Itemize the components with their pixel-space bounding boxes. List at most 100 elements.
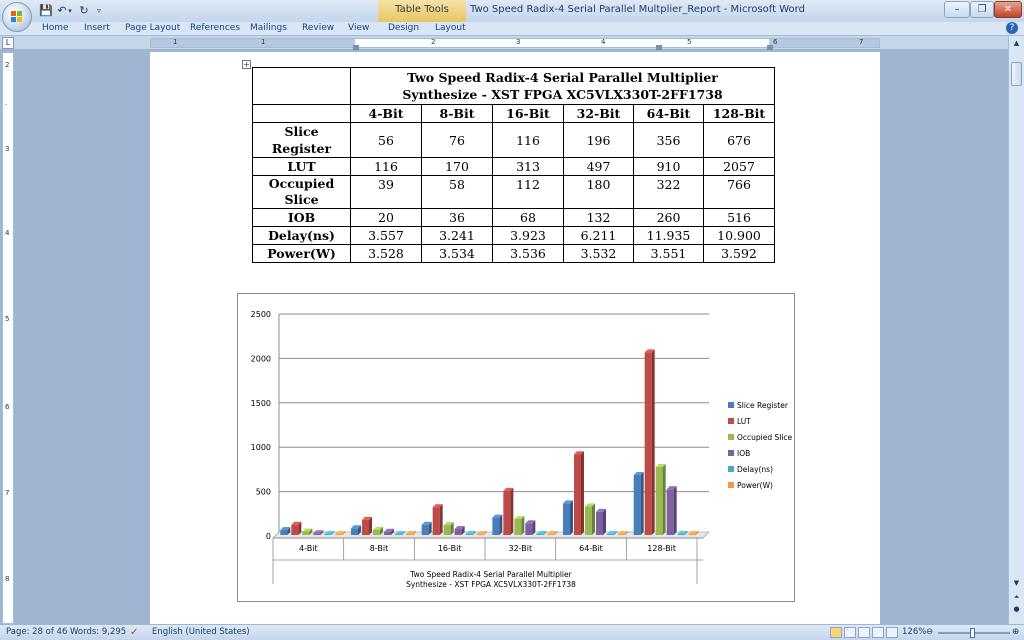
bar-top: [563, 500, 573, 504]
full-screen-reading-icon[interactable]: [844, 627, 856, 638]
ruler-number: 6: [773, 38, 778, 46]
bar-side: [369, 516, 372, 535]
draft-view-icon[interactable]: [886, 627, 898, 638]
bar-side: [625, 531, 628, 535]
scroll-down-icon[interactable]: ▼: [1013, 579, 1020, 587]
zoom-out-icon[interactable]: ⊖: [926, 627, 934, 637]
bar: [536, 534, 544, 535]
bar-top: [443, 522, 454, 526]
bar: [618, 534, 625, 535]
window-title: Two Speed Radix-4 Serial Parallel Multpl…: [470, 4, 805, 15]
bar-side: [402, 531, 405, 535]
ruler-number: 5: [687, 38, 692, 46]
context-tab-label: Table Tools: [378, 0, 466, 22]
column-marker[interactable]: [656, 45, 662, 50]
bar-side: [673, 486, 677, 535]
minimize-button[interactable]: –: [944, 1, 970, 18]
restore-button[interactable]: ❐: [970, 1, 994, 18]
bar-top: [574, 451, 584, 455]
tab-home[interactable]: Home: [42, 23, 69, 33]
table-cell: 36: [421, 208, 493, 227]
print-layout-view-icon[interactable]: [830, 627, 842, 638]
bar-top: [503, 487, 514, 491]
tab-selector-icon[interactable]: L: [2, 37, 14, 49]
chart-title-line2: Synthesize - XST FPGA XC5VLX330T-2FF1738: [406, 580, 576, 589]
x-tick-label: 16-Bit: [438, 544, 462, 553]
table-row: Occupied Slice 39 58 112 180 322 766: [252, 175, 775, 209]
bar: [514, 519, 522, 535]
bar: [362, 519, 369, 535]
office-button[interactable]: [2, 2, 32, 32]
zoom-in-icon[interactable]: ⊕: [1012, 627, 1020, 637]
bar-side: [592, 503, 595, 535]
help-icon[interactable]: ?: [1006, 22, 1018, 34]
tab-layout[interactable]: Layout: [435, 23, 466, 33]
tab-design[interactable]: Design: [388, 23, 420, 33]
previous-page-icon[interactable]: ⏶: [1013, 593, 1020, 601]
scroll-thumb[interactable]: [1011, 62, 1022, 86]
vertical-ruler: 2 · 3 4 5 6 7 8: [2, 52, 14, 624]
row-header: Delay(ns): [252, 226, 351, 245]
bar-top: [644, 349, 655, 353]
tab-review[interactable]: Review: [302, 23, 335, 33]
save-icon[interactable]: 💾: [39, 4, 53, 17]
undo-icon[interactable]: ↶: [57, 4, 67, 17]
bar: [351, 528, 358, 535]
page-count[interactable]: Page: 28 of 46: [6, 627, 68, 637]
tab-insert[interactable]: Insert: [84, 23, 110, 33]
row-header: Occupied Slice: [252, 175, 351, 209]
bar-side: [298, 521, 302, 535]
table-cell: 322: [633, 175, 704, 209]
table-cell: 910: [633, 157, 704, 176]
zoom-slider-thumb[interactable]: [970, 628, 975, 638]
language-status[interactable]: English (United States): [152, 627, 250, 637]
y-tick-label: 2000: [251, 354, 271, 363]
y-tick-label: 500: [256, 488, 271, 497]
tab-references[interactable]: References: [190, 23, 241, 33]
table-empty-header: [252, 104, 351, 123]
customize-toolbar-icon[interactable]: ▿: [96, 6, 101, 15]
bar: [454, 528, 462, 535]
redo-icon[interactable]: ↻: [79, 4, 89, 17]
browse-object-icon[interactable]: ●: [1013, 605, 1020, 613]
tab-page-layout[interactable]: Page Layout: [125, 23, 181, 33]
column-header: 64-Bit: [633, 104, 704, 123]
bar: [280, 530, 288, 535]
outline-view-icon[interactable]: [872, 627, 884, 638]
bar: [395, 534, 402, 535]
bar: [596, 511, 603, 535]
ruler-number: 4: [601, 38, 606, 46]
bar-side: [554, 531, 558, 535]
bar: [443, 525, 451, 535]
bar-top: [585, 503, 595, 507]
bar-side: [640, 471, 644, 535]
y-tick-label: 2500: [251, 310, 271, 319]
ruler-number: 3: [516, 38, 521, 46]
web-layout-icon[interactable]: [858, 627, 870, 638]
bar-top: [655, 463, 666, 467]
bar-top: [302, 528, 313, 532]
tab-view[interactable]: View: [348, 23, 370, 33]
scroll-up-icon[interactable]: ▲: [1013, 39, 1020, 47]
results-table[interactable]: Two Speed Radix-4 Serial Parallel Multip…: [252, 67, 775, 263]
bar-top: [465, 531, 476, 534]
left-indent-marker[interactable]: [353, 45, 359, 50]
tab-mailings[interactable]: Mailings: [250, 23, 287, 33]
right-indent-marker[interactable]: [767, 45, 773, 50]
close-button[interactable]: ✕: [994, 1, 1022, 18]
chart-object[interactable]: 0 500 1000 1500 2000 2500 4-Bit 8-Bit 16-Bit 32-B…: [237, 293, 795, 602]
column-header: 32-Bit: [563, 104, 634, 123]
undo-dropdown-icon[interactable]: ▾: [68, 7, 72, 15]
bar-top: [492, 514, 503, 518]
bar-top: [633, 471, 644, 475]
bar-top: [384, 528, 394, 532]
proofing-icon[interactable]: ✓: [130, 627, 139, 638]
zoom-level[interactable]: 126%: [902, 627, 927, 637]
legend-label: Power(W): [737, 481, 773, 490]
table-move-handle-icon[interactable]: +: [242, 60, 251, 69]
ruler-strip[interactable]: 1 1 2 3 4 5 6 7: [150, 38, 880, 50]
word-count[interactable]: Words: 9,295: [70, 627, 127, 637]
vertical-scrollbar[interactable]: ▲ ▼ ⏶ ●: [1008, 36, 1024, 624]
legend-label: LUT: [737, 417, 751, 426]
bar-top: [525, 520, 536, 524]
